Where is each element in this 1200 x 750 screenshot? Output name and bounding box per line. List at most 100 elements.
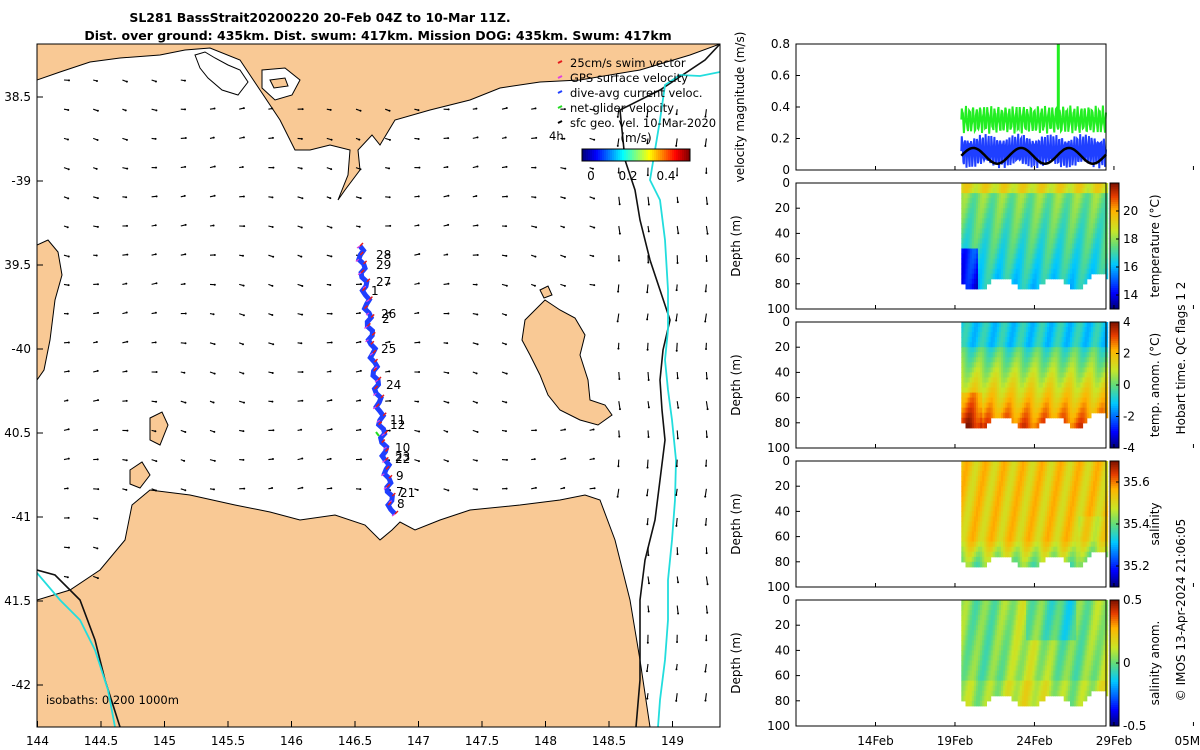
velocity-arrow-head bbox=[96, 225, 99, 228]
heatmap-cell bbox=[1067, 521, 1071, 528]
heatmap-cell bbox=[1095, 367, 1098, 373]
heatmap-cell bbox=[1040, 466, 1044, 472]
heatmap-cell bbox=[961, 377, 964, 383]
heatmap-cell bbox=[969, 407, 973, 414]
heatmap-cell bbox=[973, 188, 977, 194]
heatmap-cell bbox=[1061, 516, 1065, 522]
heatmap-cell bbox=[1003, 372, 1006, 378]
heatmap-cell bbox=[1032, 392, 1036, 399]
heatmap-cell bbox=[1028, 372, 1031, 378]
heatmap-cell bbox=[1001, 521, 1004, 528]
heatmap-cell bbox=[1032, 342, 1036, 348]
heatmap-cell bbox=[1044, 322, 1048, 328]
heatmap-cell bbox=[1065, 481, 1069, 487]
heatmap-cell bbox=[969, 243, 973, 250]
heatmap-cell bbox=[1055, 387, 1059, 394]
heatmap-cell bbox=[1011, 208, 1015, 214]
heatmap-cell bbox=[1097, 258, 1100, 265]
heatmap-cell bbox=[1017, 203, 1021, 209]
velocity-arrow-head bbox=[476, 313, 479, 316]
velocity-arrow-head bbox=[706, 232, 709, 235]
heatmap-cell bbox=[1021, 342, 1025, 348]
colorbar-cell bbox=[620, 149, 623, 161]
heatmap-cell bbox=[976, 362, 979, 368]
velocity-arrow-head bbox=[272, 343, 275, 346]
heatmap-cell bbox=[1044, 372, 1048, 378]
heatmap-cell bbox=[973, 263, 977, 270]
heatmap-cell bbox=[1095, 183, 1098, 189]
heatmap-cell bbox=[1061, 243, 1065, 250]
heatmap-cell bbox=[1074, 352, 1077, 358]
heatmap-cell bbox=[967, 561, 971, 568]
heatmap-cell bbox=[1003, 491, 1006, 497]
heatmap-cell bbox=[1065, 551, 1069, 558]
heatmap-cell bbox=[1084, 367, 1088, 373]
heatmap-cell bbox=[1013, 218, 1017, 224]
heatmap-cell bbox=[1059, 337, 1063, 343]
heatmap-cell bbox=[1070, 243, 1073, 250]
heatmap-cell bbox=[986, 496, 990, 502]
heatmap-cell bbox=[976, 273, 979, 280]
heatmap-cell bbox=[1074, 203, 1077, 209]
colorbar-tick-label: 18 bbox=[1123, 232, 1138, 246]
heatmap-cell bbox=[961, 198, 964, 204]
heatmap-cell bbox=[1086, 193, 1090, 199]
heatmap-cell bbox=[1044, 337, 1048, 343]
heatmap-cell bbox=[1017, 536, 1021, 543]
heatmap-cell bbox=[996, 188, 1000, 194]
heatmap-cell bbox=[961, 213, 964, 219]
heatmap-cell bbox=[1001, 531, 1004, 538]
heatmap-cell bbox=[965, 228, 969, 234]
heatmap-cell bbox=[1076, 238, 1079, 244]
heatmap-cell bbox=[1053, 188, 1056, 194]
heatmap-cell bbox=[971, 551, 975, 558]
heatmap-cell bbox=[988, 387, 992, 394]
heatmap-cell bbox=[1103, 253, 1107, 260]
heatmap-cell bbox=[1038, 501, 1042, 507]
heatmap-cell bbox=[1009, 412, 1013, 419]
heatmap-cell bbox=[1080, 243, 1084, 250]
heatmap-cell bbox=[998, 506, 1002, 512]
heatmap-cell bbox=[1019, 218, 1023, 224]
heatmap-cell bbox=[1067, 268, 1071, 275]
heatmap-cell bbox=[1084, 233, 1088, 239]
heatmap-cell bbox=[961, 501, 964, 507]
heatmap-cell bbox=[1013, 471, 1017, 477]
heatmap-cell bbox=[1084, 392, 1088, 399]
heatmap-cell bbox=[969, 471, 973, 477]
heatmap-cell bbox=[1051, 233, 1054, 239]
heatmap-cell bbox=[1007, 243, 1010, 250]
heatmap-cell bbox=[1017, 327, 1021, 333]
heatmap-cell bbox=[1055, 238, 1059, 244]
heatmap-cell bbox=[1057, 332, 1061, 338]
heatmap-cell bbox=[1036, 491, 1040, 497]
heatmap-cell bbox=[1093, 372, 1096, 378]
velocity-arrow-head bbox=[241, 165, 244, 168]
heatmap-cell bbox=[988, 531, 992, 538]
velocity-arrow-head bbox=[593, 138, 596, 141]
heatmap-cell bbox=[1019, 223, 1023, 229]
heatmap-cell bbox=[965, 208, 969, 214]
heatmap-cell bbox=[1059, 491, 1063, 497]
heatmap-cell bbox=[1093, 268, 1096, 275]
heatmap-cell bbox=[1080, 402, 1084, 409]
velocity-arrow-head bbox=[271, 107, 274, 110]
heatmap-cell bbox=[971, 536, 975, 543]
heatmap-cell bbox=[1026, 198, 1029, 204]
heatmap-cell bbox=[1013, 402, 1017, 409]
heatmap-cell bbox=[992, 208, 996, 214]
heatmap-cell bbox=[1042, 511, 1046, 517]
heatmap-cell bbox=[969, 223, 973, 229]
heatmap-cell bbox=[1086, 362, 1090, 368]
heatmap-cell bbox=[1067, 188, 1071, 194]
heatmap-cell bbox=[1088, 253, 1092, 260]
heatmap-cell bbox=[992, 382, 996, 389]
heatmap-cell bbox=[1103, 407, 1107, 414]
heatmap-cell bbox=[998, 377, 1002, 383]
heatmap-cell bbox=[1101, 322, 1104, 328]
heatmap-cell bbox=[1007, 193, 1010, 199]
heatmap-cell bbox=[1101, 238, 1104, 244]
heatmap-cell bbox=[969, 481, 973, 487]
heatmap-cell bbox=[1059, 327, 1063, 333]
heatmap-cell bbox=[1011, 506, 1015, 512]
